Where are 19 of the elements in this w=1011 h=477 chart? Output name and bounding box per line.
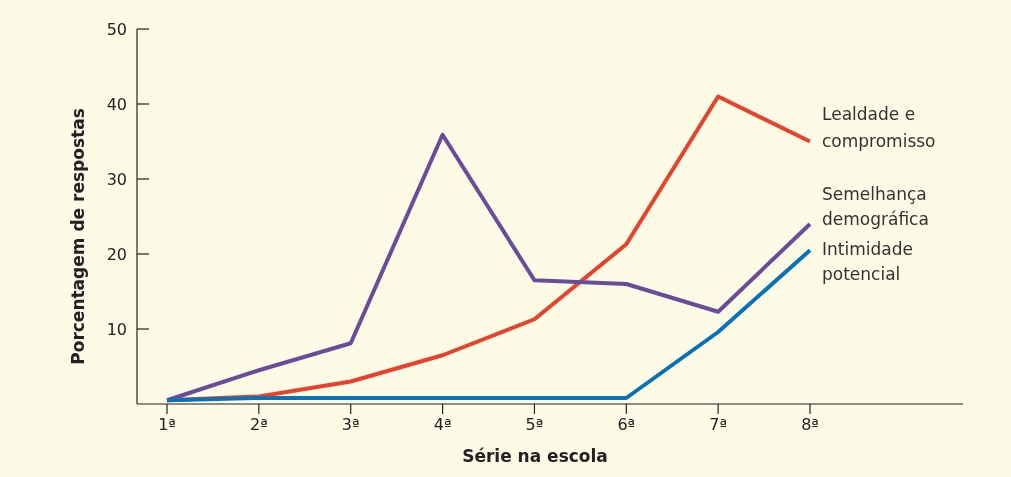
- y-axis-title: Porcentagem de respostas: [68, 108, 88, 365]
- y-tick-label: 10: [106, 320, 127, 339]
- x-tick-label: 7ª: [709, 415, 727, 434]
- x-tick-label: 4ª: [433, 415, 452, 434]
- y-tick-label: 30: [106, 170, 127, 189]
- x-tick-label: 1ª: [158, 415, 176, 434]
- y-tick-label: 40: [106, 95, 127, 114]
- x-tick-label: 8ª: [801, 415, 819, 434]
- x-tick-label: 3ª: [341, 415, 360, 434]
- x-tick-label: 6ª: [617, 415, 636, 434]
- series-label: Semelhança demográfica: [822, 184, 929, 229]
- x-tick-label: 5ª: [525, 415, 544, 434]
- x-tick-label: 2ª: [250, 415, 268, 434]
- series-label: Intimidade potencial: [822, 239, 913, 285]
- series-label: Lealdade e compromisso: [822, 103, 936, 151]
- y-tick-label: 50: [106, 20, 127, 39]
- line-series: [165, 248, 812, 403]
- x-axis-title: Série na escola: [462, 446, 608, 466]
- y-tick-label: 20: [106, 245, 127, 264]
